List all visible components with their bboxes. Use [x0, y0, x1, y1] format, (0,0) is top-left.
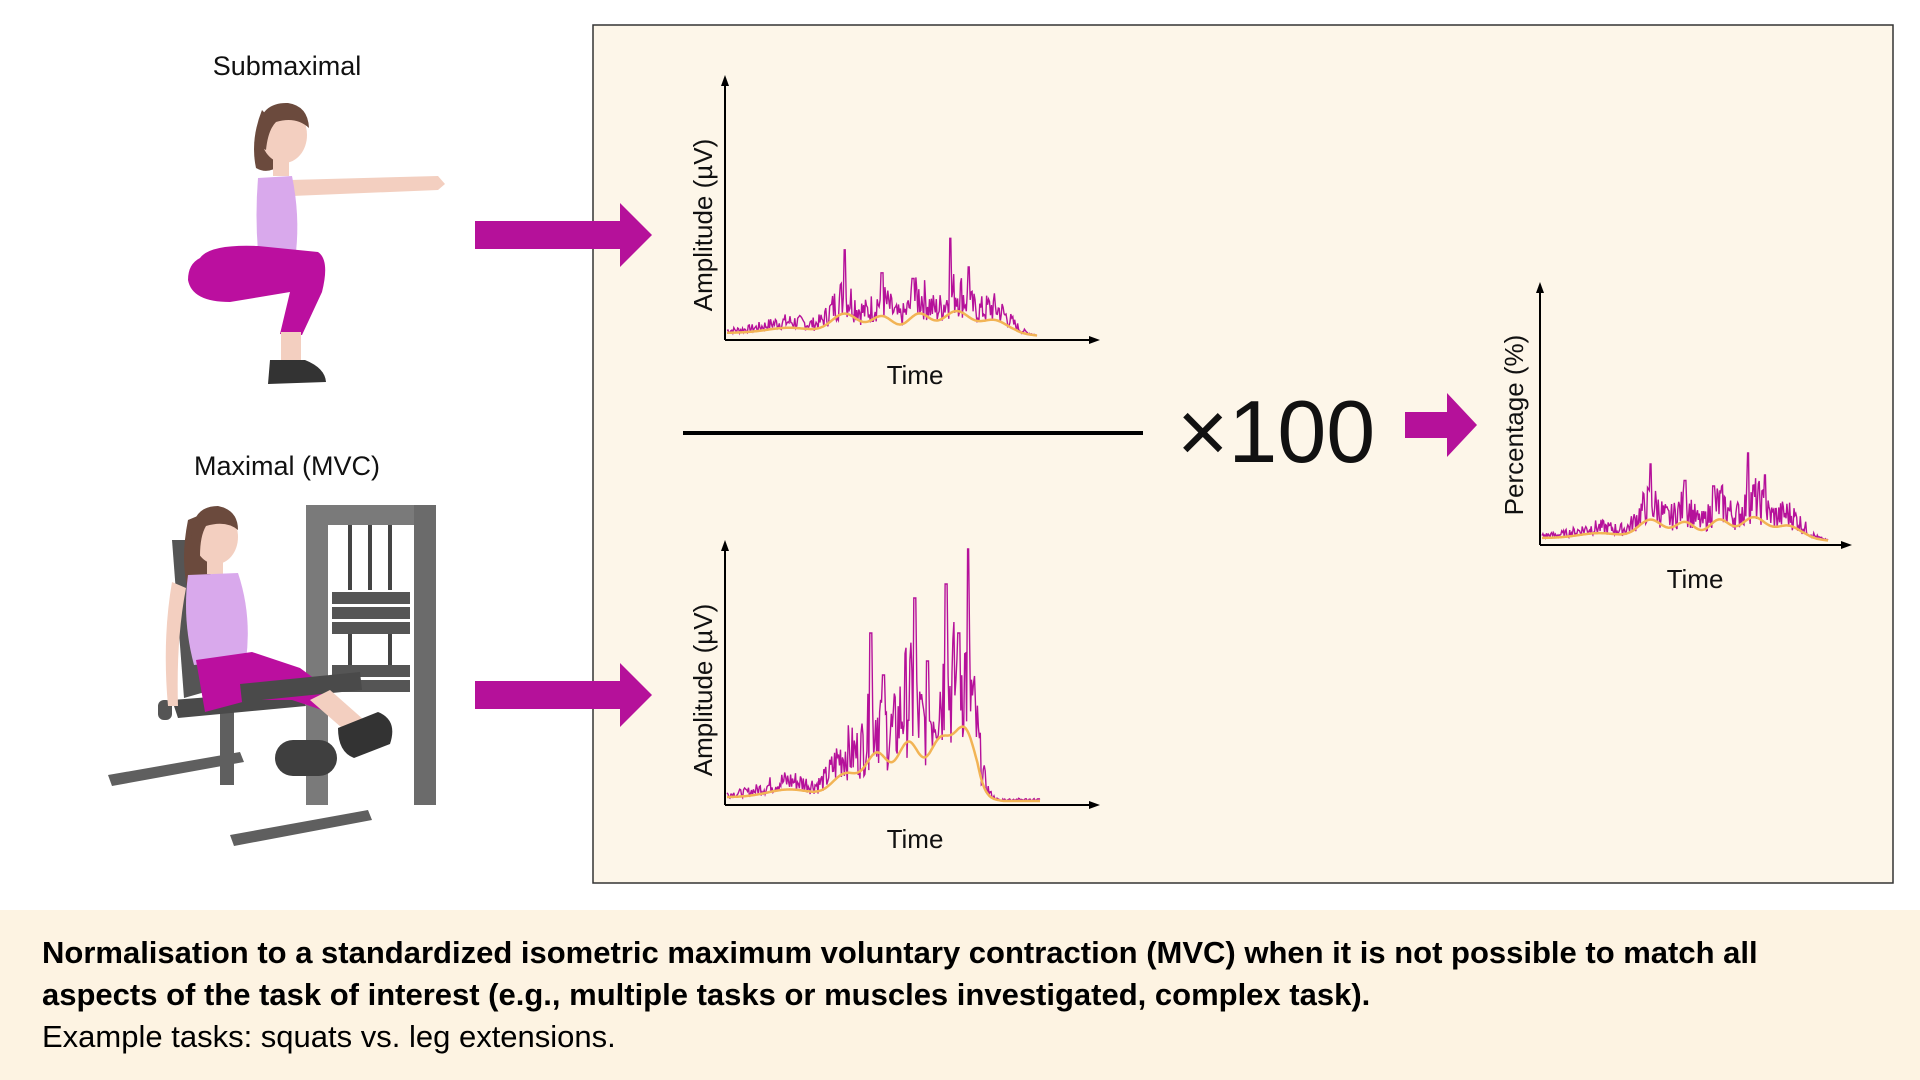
top-plot-xlabel: Time — [887, 360, 944, 390]
arrow-submaximal-to-plot-icon — [475, 203, 652, 267]
submaximal-label: Submaximal — [213, 51, 362, 81]
result-plot-xlabel: Time — [1667, 564, 1724, 594]
arrow-to-result-icon — [1405, 393, 1477, 457]
caption-bold-text: Normalisation to a standardized isometri… — [42, 935, 1758, 1012]
normalisation-panel — [592, 24, 1894, 884]
bottom-plot-ylabel: Amplitude (µV) — [688, 604, 718, 776]
maximal-emg-envelope — [727, 725, 1040, 803]
bottom-plot-xlabel: Time — [887, 824, 944, 854]
leg-extension-figure-icon — [108, 505, 436, 846]
top-plot-ylabel: Amplitude (µV) — [688, 139, 718, 311]
submaximal-emg-envelope — [727, 309, 1038, 337]
squat-figure-icon — [188, 102, 445, 384]
maximal-label: Maximal (MVC) — [194, 451, 380, 481]
percentage-emg-plot: Percentage (%) Time — [1499, 282, 1852, 594]
percentage-emg-envelope — [1542, 515, 1829, 542]
maximal-emg-signal — [726, 548, 1041, 802]
caption-box: Normalisation to a standardized isometri… — [0, 910, 1920, 1080]
result-plot-ylabel: Percentage (%) — [1499, 335, 1529, 516]
submaximal-emg-plot: Amplitude (µV) Time — [688, 75, 1100, 390]
submaximal-emg-signal — [726, 237, 1038, 337]
arrow-maximal-to-plot-icon — [475, 663, 652, 727]
maximal-emg-plot: Amplitude (µV) Time — [688, 540, 1100, 854]
multiplier-text: ×100 — [1177, 382, 1375, 481]
caption-regular-text: Example tasks: squats vs. leg extensions… — [42, 1019, 616, 1054]
percentage-emg-signal — [1541, 452, 1829, 542]
